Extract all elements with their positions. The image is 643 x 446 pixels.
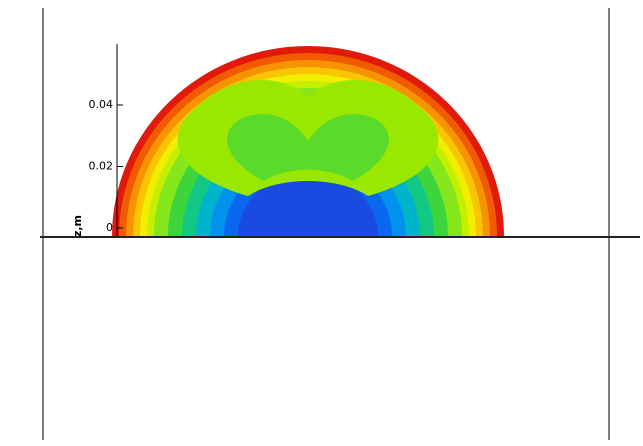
y-axis-label: z,m: [71, 215, 84, 237]
contour-core: [177, 79, 439, 196]
y-tick-label: 0: [106, 221, 113, 234]
y-tick-label: 0.02: [89, 160, 114, 173]
contour-core: [227, 114, 389, 181]
y-tick-label: 0.04: [89, 98, 114, 111]
contour-band: [238, 172, 378, 236]
contour-plot: [112, 46, 504, 236]
